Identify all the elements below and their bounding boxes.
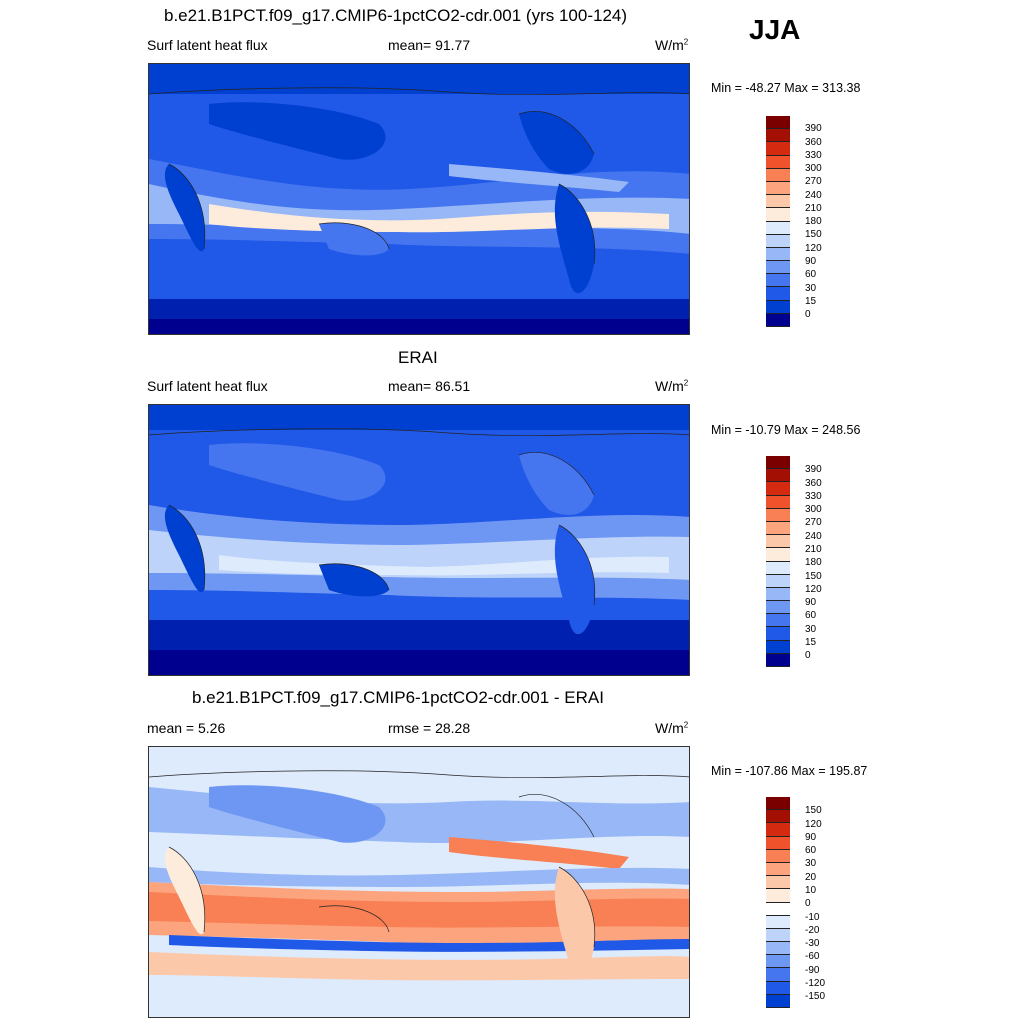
panel1-minmax-label: Min = -48.27 Max = 313.38 (711, 81, 861, 95)
panel3-cbar-label: -30 (805, 938, 820, 949)
season-label: JJA (749, 14, 801, 45)
panel1-cbar-label: 0 (805, 309, 811, 320)
panel2-map (148, 404, 690, 676)
panel2-cbar-label: 390 (805, 464, 822, 475)
panel1-cbar-label: 210 (805, 203, 822, 214)
panel3-cbar-label: -10 (805, 912, 820, 923)
panel1-cbar-label: 360 (805, 137, 822, 148)
panel1-cbar-label: 330 (805, 150, 822, 161)
panel2-cbar-label: 60 (805, 610, 817, 621)
panel2-unit-label: W/m2 (655, 378, 689, 394)
panel3-map (148, 746, 690, 1018)
panel2-cbar-label: 330 (805, 491, 822, 502)
panel3-cbar-label: 20 (805, 872, 817, 883)
panel2-variable-label: Surf latent heat flux (147, 378, 268, 394)
panel2-cbar-label: 270 (805, 517, 822, 528)
panel1-cbar-label: 150 (805, 229, 822, 240)
panel3-cbar-label: 60 (805, 845, 817, 856)
panel1-cbar-label: 90 (805, 256, 817, 267)
panel1-cbar-label: 30 (805, 283, 817, 294)
panel2-cbar-label: 180 (805, 557, 822, 568)
panel1-cbar-label: 60 (805, 269, 817, 280)
panel2-minmax-label: Min = -10.79 Max = 248.56 (711, 423, 861, 437)
panel1-cbar-label: 300 (805, 163, 822, 174)
panel3-cbar-label: 10 (805, 885, 817, 896)
panel1-variable-label: Surf latent heat flux (147, 37, 268, 53)
panel3-minmax-label: Min = -107.86 Max = 195.87 (711, 764, 868, 778)
panel3-cbar-label: 90 (805, 832, 817, 843)
panel2-cbar-label: 210 (805, 544, 822, 555)
panel1-cbar-label: 15 (805, 296, 817, 307)
panel3-cbar-label: -60 (805, 951, 820, 962)
panel3-cbar-label: -120 (805, 978, 826, 989)
panel3-cbar-label: -20 (805, 925, 820, 936)
panel1-map (148, 63, 690, 335)
panel1-title: b.e21.B1PCT.f09_g17.CMIP6-1pctCO2-cdr.00… (164, 6, 628, 25)
panel2-mean-label: mean= 86.51 (388, 378, 471, 394)
panel2-title: ERAI (398, 348, 438, 367)
panel1-cbar-label: 240 (805, 190, 822, 201)
panel2-cbar-label: 300 (805, 504, 822, 515)
panel1-unit-label: W/m2 (655, 37, 689, 53)
panel2-cbar-label: 0 (805, 650, 811, 661)
panel3-cbar-label: 30 (805, 858, 817, 869)
panel3-mean-label: mean = 5.26 (147, 720, 226, 736)
panel2-cbar-label: 360 (805, 478, 822, 489)
panel1-cbar-label: 390 (805, 123, 822, 134)
panel1-cbar-label: 120 (805, 243, 822, 254)
panel3-colorbar (766, 797, 790, 1008)
panel3-cbar-label: 120 (805, 819, 822, 830)
panel3-cbar-label: -90 (805, 965, 820, 976)
panel2-cbar-label: 240 (805, 531, 822, 542)
panel3-rmse-label: rmse = 28.28 (388, 720, 471, 736)
panel3-cbar-label: -150 (805, 991, 826, 1002)
panel2-cbar-label: 120 (805, 584, 822, 595)
panel2-colorbar (766, 456, 790, 667)
panel3-cbar-label: 150 (805, 805, 822, 816)
panel2-cbar-label: 150 (805, 571, 822, 582)
panel3-cbar-label: 0 (805, 898, 811, 909)
panel1-mean-label: mean= 91.77 (388, 37, 471, 53)
panel2-cbar-label: 90 (805, 597, 817, 608)
panel2-cbar-label: 15 (805, 637, 817, 648)
panel3-unit-label: W/m2 (655, 720, 689, 736)
panel3-title: b.e21.B1PCT.f09_g17.CMIP6-1pctCO2-cdr.00… (192, 688, 604, 707)
panel1-colorbar (766, 116, 790, 327)
panel2-cbar-label: 30 (805, 624, 817, 635)
panel1-cbar-label: 180 (805, 216, 822, 227)
panel1-cbar-label: 270 (805, 176, 822, 187)
